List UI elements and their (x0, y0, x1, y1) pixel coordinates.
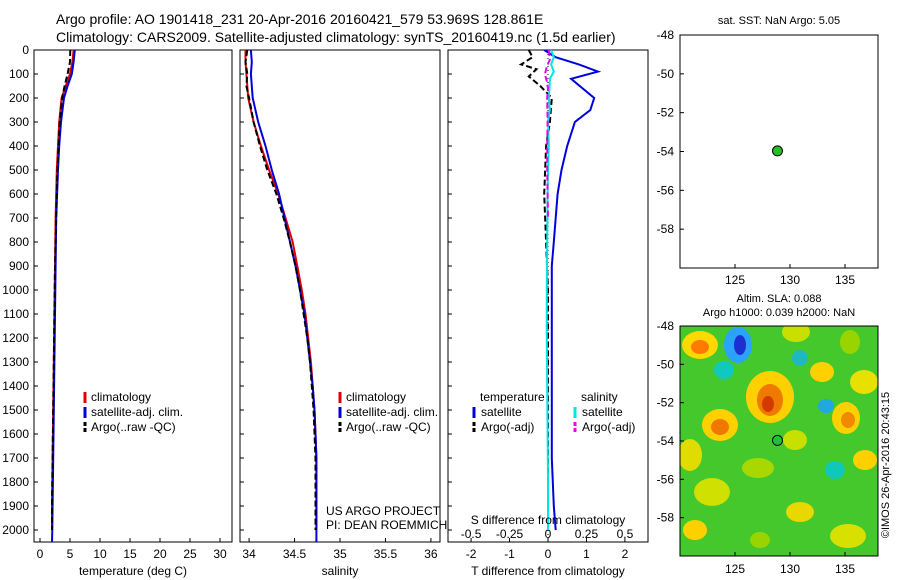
temperature-series-group (51, 50, 76, 542)
sla-y-tick-label: -52 (657, 396, 675, 410)
diff-legend-temp-sat: satellite (481, 405, 522, 419)
depth-tick-label: 1000 (2, 283, 29, 297)
temperature-x-tick-label: 25 (183, 547, 197, 561)
difference-series-group (518, 50, 602, 531)
sla-y-tick-label: -54 (657, 434, 675, 448)
temperature-legend-label: Argo(..raw -QC) (91, 420, 176, 434)
depth-tick-label: 500 (9, 163, 29, 177)
diff-legend-sal-argo: Argo(-adj) (582, 420, 635, 434)
sst-y-tick-label: -58 (657, 222, 675, 236)
sla-y-tick-label: -56 (657, 472, 675, 486)
salinity-legend-label: climatology (346, 390, 406, 404)
sla-argo-position-marker (771, 434, 783, 446)
sst-y-tick-label: -56 (657, 183, 675, 197)
sst-y-tick-label: -54 (657, 145, 675, 159)
diff-legend-sal-sat: satellite (582, 405, 623, 419)
depth-tick-label: 2000 (2, 523, 29, 537)
sla-y-tick-label: -50 (657, 357, 675, 371)
sla-x-tick-label: 125 (725, 562, 745, 576)
salinity-series-line (244, 50, 318, 530)
sst-x-tick-label: 125 (725, 273, 745, 287)
temperature-x-tick-label: 5 (67, 547, 74, 561)
salinity-x-tick-label: 36 (424, 547, 438, 561)
depth-tick-label: 1700 (2, 451, 29, 465)
salinity-x-tick-label: 35 (333, 547, 347, 561)
temperature-x-tick-label: 10 (93, 547, 107, 561)
sst-x-tick-label: 130 (780, 273, 800, 287)
sla-y-tick-label: -48 (657, 319, 675, 333)
depth-tick-label: 100 (9, 67, 29, 81)
depth-tick-label: 1100 (3, 307, 29, 321)
sst-argo-position-marker (771, 145, 783, 157)
sla-x-tick-label: 130 (780, 562, 800, 576)
salinity-x-tick-label: 35.5 (374, 547, 398, 561)
salinity-credit-1: US ARGO PROJECT (326, 504, 441, 518)
diff-legend-sal-header: salinity (581, 390, 618, 404)
plot-subtitle: Climatology: CARS2009. Satellite-adjuste… (56, 29, 616, 45)
depth-tick-label: 1900 (2, 499, 29, 513)
depth-tick-label: 1800 (2, 475, 29, 489)
difference-top-tick-label: -0.25 (496, 527, 524, 541)
salinity-legend-label: Argo(..raw -QC) (346, 420, 431, 434)
salinity-legend-label: satellite-adj. clim. (346, 405, 438, 419)
sst-y-tick-label: -52 (657, 106, 675, 120)
depth-tick-label: 700 (9, 211, 29, 225)
diff-legend-temp-argo: Argo(-adj) (481, 420, 534, 434)
sla-y-tick-label: -58 (657, 511, 675, 525)
sst-y-tick-label: -50 (657, 67, 675, 81)
depth-tick-label: 600 (9, 187, 29, 201)
depth-tick-label: 900 (9, 259, 29, 273)
imos-credit: ©IMOS 26-Apr-2016 20:43:15 (880, 392, 892, 538)
difference-x-tick-label: 1 (583, 547, 590, 561)
temperature-x-tick-label: 15 (123, 547, 137, 561)
salinity-xlabel: salinity (322, 564, 359, 578)
difference-top-tick-label: 0.5 (617, 527, 634, 541)
sst-map-title: sat. SST: NaN Argo: 5.05 (718, 15, 840, 27)
difference-series-line (518, 50, 553, 530)
salinity-panel (239, 49, 441, 543)
difference-xlabel: T difference from climatology (471, 564, 625, 578)
depth-tick-label: 1200 (2, 331, 29, 345)
plot-title: Argo profile: AO 1901418_231 20-Apr-2016… (56, 11, 544, 27)
difference-x-tick-label: -2 (466, 547, 477, 561)
sst-x-tick-label: 135 (835, 273, 855, 287)
salinity-x-tick-label: 34 (242, 547, 256, 561)
temperature-x-tick-label: 20 (153, 547, 167, 561)
difference-top-label: S difference from climatology (471, 513, 626, 527)
temperature-xlabel: temperature (deg C) (79, 564, 187, 578)
temperature-series-line (51, 50, 72, 530)
sla-map-title-1: Altim. SLA: 0.088 (737, 293, 822, 305)
depth-tick-label: 300 (9, 115, 29, 129)
salinity-x-tick-label: 34.5 (283, 547, 307, 561)
salinity-series-group (244, 50, 318, 542)
difference-top-tick-label: 0.25 (575, 527, 599, 541)
depth-tick-label: 800 (9, 235, 29, 249)
temperature-legend-label: climatology (91, 390, 151, 404)
depth-tick-label: 1300 (2, 355, 29, 369)
temperature-legend-label: satellite-adj. clim. (91, 405, 183, 419)
salinity-series-line (244, 50, 317, 530)
temperature-x-tick-label: 0 (37, 547, 44, 561)
difference-x-tick-label: -1 (504, 547, 515, 561)
salinity-credit-2: PI: DEAN ROEMMICH (326, 518, 447, 532)
depth-tick-label: 400 (9, 139, 29, 153)
depth-tick-label: 1600 (2, 427, 29, 441)
sla-x-tick-label: 135 (835, 562, 855, 576)
difference-series-line (545, 50, 555, 530)
difference-top-tick-label: -0.5 (461, 527, 482, 541)
temperature-x-tick-label: 30 (213, 547, 227, 561)
depth-tick-label: 1500 (2, 403, 29, 417)
depth-tick-label: 200 (9, 91, 29, 105)
sla-map-title-2: Argo h1000: 0.039 h2000: NaN (703, 307, 855, 319)
salinity-series-line (249, 50, 318, 542)
sst-y-tick-label: -48 (657, 28, 675, 42)
difference-x-tick-label: 0 (545, 547, 552, 561)
difference-x-tick-label: 2 (622, 547, 629, 561)
diff-legend-temp-header: temperature (480, 390, 545, 404)
depth-tick-label: 0 (22, 43, 29, 57)
difference-series-line (543, 50, 602, 531)
depth-tick-label: 1400 (2, 379, 29, 393)
temperature-panel (33, 49, 233, 543)
